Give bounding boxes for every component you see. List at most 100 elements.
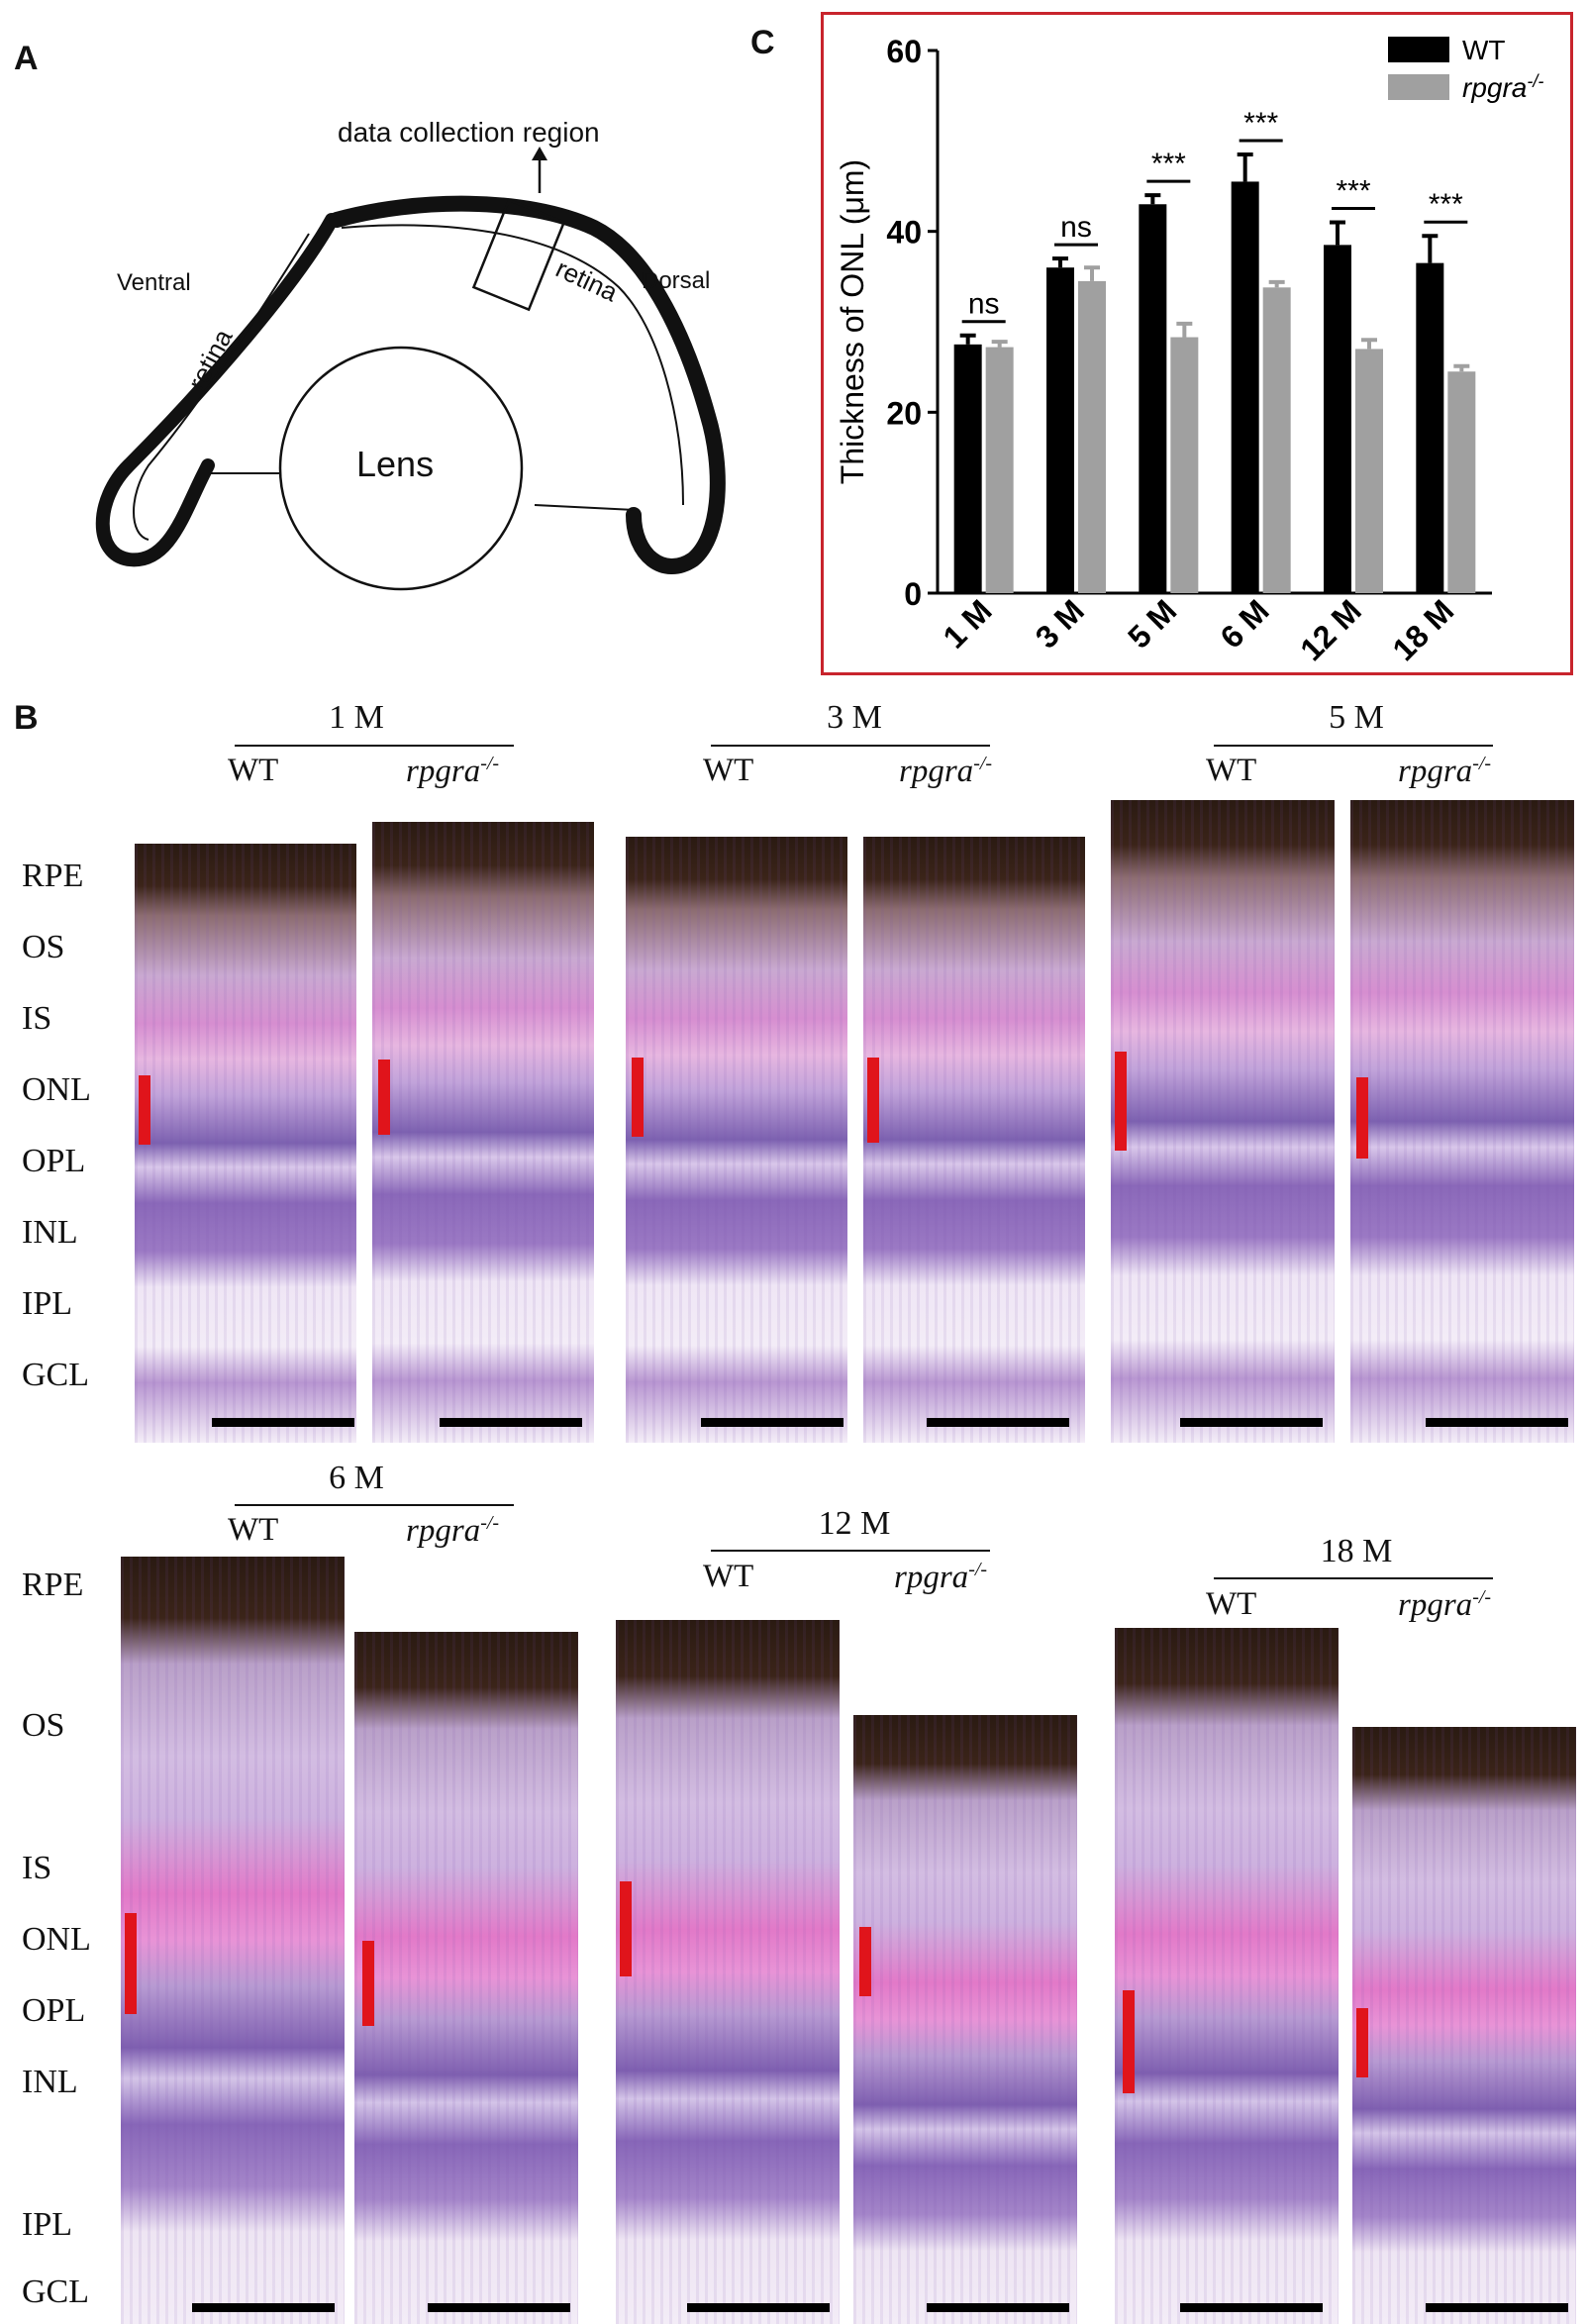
scale-bar-5m-ko <box>1426 1418 1568 1427</box>
timepoint-6m: 6 M <box>329 1460 384 1496</box>
bar-wt-3 <box>1231 181 1259 593</box>
micrograph-12m-ko <box>853 1715 1077 2324</box>
significance-label-4: *** <box>1336 175 1370 208</box>
y-tick-label: 0 <box>904 576 922 612</box>
layer-label-top-ipl: IPL <box>22 1285 72 1322</box>
inner-retina-line-ventral <box>133 233 310 541</box>
timepoint-12m-line <box>711 1550 990 1552</box>
bar-ko-2 <box>1170 337 1199 593</box>
micrograph-12m-wt <box>616 1620 840 2324</box>
geno-ko-1m: rpgra-/- <box>406 753 500 789</box>
micrograph-5m-ko <box>1350 800 1574 1443</box>
dorsal-label: Dorsal <box>642 267 711 294</box>
scale-bar-3m-ko <box>927 1418 1069 1427</box>
micrograph-3m-wt <box>626 837 847 1443</box>
timepoint-6m-line <box>235 1504 514 1506</box>
y-tick-label: 20 <box>886 395 922 431</box>
retina-outline <box>95 213 339 567</box>
significance-label-3: *** <box>1243 107 1278 140</box>
y-tick-label: 40 <box>886 215 922 251</box>
onl-bar-1m-ko <box>378 1060 390 1135</box>
panel-c-label: C <box>750 24 775 61</box>
onl-bar-3m-wt <box>632 1058 644 1137</box>
x-tick-label-1: 3 M <box>1029 592 1091 655</box>
micrograph-18m-ko <box>1352 1727 1576 2324</box>
legend-swatch-wt <box>1388 37 1449 62</box>
layer-label-bottom-gcl: GCL <box>22 2273 89 2310</box>
timepoint-18m-line <box>1214 1577 1493 1579</box>
legend-label-ko: rpgra-/- <box>1462 71 1543 103</box>
layer-label-bottom-onl: ONL <box>22 1921 91 1958</box>
layer-label-bottom-ipl: IPL <box>22 2206 72 2243</box>
scale-bar-6m-ko <box>428 2303 570 2312</box>
layer-label-bottom-opl: OPL <box>22 1992 86 2029</box>
bar-ko-1 <box>1078 280 1106 593</box>
scale-bar-12m-ko <box>927 2303 1069 2312</box>
bar-ko-0 <box>985 347 1014 593</box>
scale-bar-1m-ko <box>440 1418 582 1427</box>
zonule-right <box>534 504 635 511</box>
layer-label-top-is: IS <box>22 1000 52 1037</box>
geno-ko-12m: rpgra-/- <box>894 1559 988 1595</box>
timepoint-1m: 1 M <box>329 699 384 736</box>
geno-ko-18m: rpgra-/- <box>1398 1586 1492 1623</box>
geno-wt-18m: WT <box>1206 1586 1257 1622</box>
onl-bar-6m-wt <box>125 1913 137 2014</box>
ventral-label: Ventral <box>117 269 191 296</box>
arrow-head-icon <box>532 147 547 160</box>
scale-bar-5m-wt <box>1180 1418 1323 1427</box>
timepoint-18m: 18 M <box>1320 1533 1393 1569</box>
legend-label-wt: WT <box>1462 35 1506 65</box>
layer-label-top-gcl: GCL <box>22 1357 89 1393</box>
micrograph-1m-ko <box>372 822 594 1443</box>
micrograph-3m-ko <box>863 837 1085 1443</box>
inner-retina-line-dorsal <box>341 224 684 506</box>
lens-label: Lens <box>356 444 435 484</box>
significance-label-1: ns <box>1060 211 1092 244</box>
x-tick-label-5: 18 M <box>1386 592 1461 667</box>
scale-bar-6m-wt <box>192 2303 335 2312</box>
significance-label-0: ns <box>968 288 1000 321</box>
bar-ko-3 <box>1262 287 1291 593</box>
scale-bar-12m-wt <box>687 2303 830 2312</box>
onl-bar-1m-wt <box>139 1075 150 1145</box>
x-tick-label-2: 5 M <box>1121 592 1183 655</box>
y-tick-label: 60 <box>886 34 922 69</box>
micrograph-1m-wt <box>135 844 356 1443</box>
bar-wt-4 <box>1324 245 1351 593</box>
layer-label-top-rpe: RPE <box>22 858 84 894</box>
layer-label-bottom-os: OS <box>22 1707 65 1744</box>
x-tick-label-3: 6 M <box>1213 592 1275 655</box>
scale-bar-3m-wt <box>701 1418 844 1427</box>
scale-bar-18m-wt <box>1180 2303 1323 2312</box>
onl-bar-18m-wt <box>1123 1990 1135 2093</box>
layer-label-top-inl: INL <box>22 1214 78 1251</box>
geno-wt-5m: WT <box>1206 753 1257 788</box>
geno-ko-5m: rpgra-/- <box>1398 753 1492 789</box>
layer-label-top-onl: ONL <box>22 1071 91 1108</box>
lens-circle <box>278 346 524 591</box>
panel-a-eye-diagram: data collection region Ventral Dorsal re… <box>0 0 792 683</box>
annotation-label: data collection region <box>338 117 600 148</box>
onl-bar-5m-ko <box>1356 1077 1368 1159</box>
layer-label-top-opl: OPL <box>22 1143 86 1179</box>
geno-wt-6m: WT <box>228 1512 279 1548</box>
onl-bar-12m-wt <box>620 1881 632 1976</box>
bar-wt-0 <box>953 344 982 593</box>
onl-bar-6m-ko <box>362 1941 374 2026</box>
geno-ko-6m: rpgra-/- <box>406 1512 500 1549</box>
eye-schematic <box>95 147 726 591</box>
layer-label-bottom-rpe: RPE <box>22 1566 84 1603</box>
y-axis-label: Thickness of ONL (μm) <box>835 159 870 484</box>
dorsal-retina-band <box>329 195 726 574</box>
onl-thickness-chart: 0 20 40 60 Thickness of ONL (μm) ns 1 M ns 3 M **… <box>835 34 1543 667</box>
timepoint-5m-line <box>1214 745 1493 747</box>
micrograph-18m-wt <box>1115 1628 1339 2324</box>
scale-bar-18m-ko <box>1426 2303 1568 2312</box>
bar-wt-5 <box>1416 262 1444 593</box>
bar-wt-1 <box>1046 267 1074 593</box>
geno-wt-1m: WT <box>228 753 279 788</box>
geno-wt-12m: WT <box>703 1559 754 1594</box>
micrograph-6m-ko <box>354 1632 578 2324</box>
layer-label-top-os: OS <box>22 929 65 965</box>
